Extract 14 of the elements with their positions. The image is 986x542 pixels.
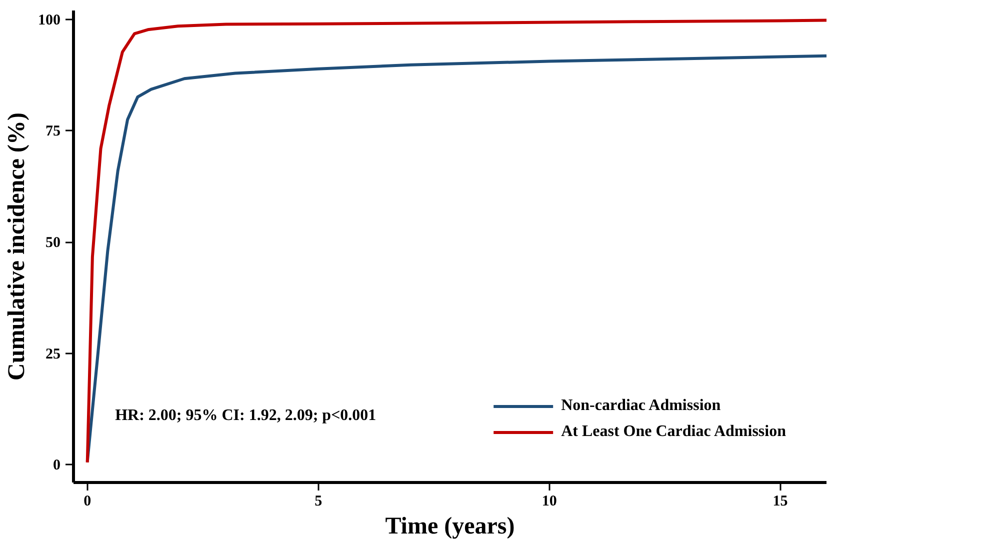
- y-tick-label: 0: [53, 458, 60, 474]
- x-tick-label: 10: [542, 494, 557, 510]
- y-tick-label: 100: [38, 12, 60, 28]
- x-tick-label: 5: [314, 494, 322, 510]
- y-tick-label: 75: [46, 124, 60, 140]
- y-axis-title: Cumulative incidence (%): [4, 112, 30, 380]
- x-tick-label: 0: [84, 494, 92, 510]
- annotation: HR: 2.00; 95% CI: 1.92, 2.09; p<0.001: [115, 407, 376, 424]
- x-axis-title: Time (years): [385, 514, 515, 540]
- x-tick-label: 15: [772, 494, 788, 510]
- y-tick-label: 25: [46, 346, 60, 362]
- legend-label: At Least One Cardiac Admission: [561, 423, 786, 441]
- legend-label: Non-cardiac Admission: [561, 397, 721, 415]
- y-tick-label: 50: [46, 235, 60, 252]
